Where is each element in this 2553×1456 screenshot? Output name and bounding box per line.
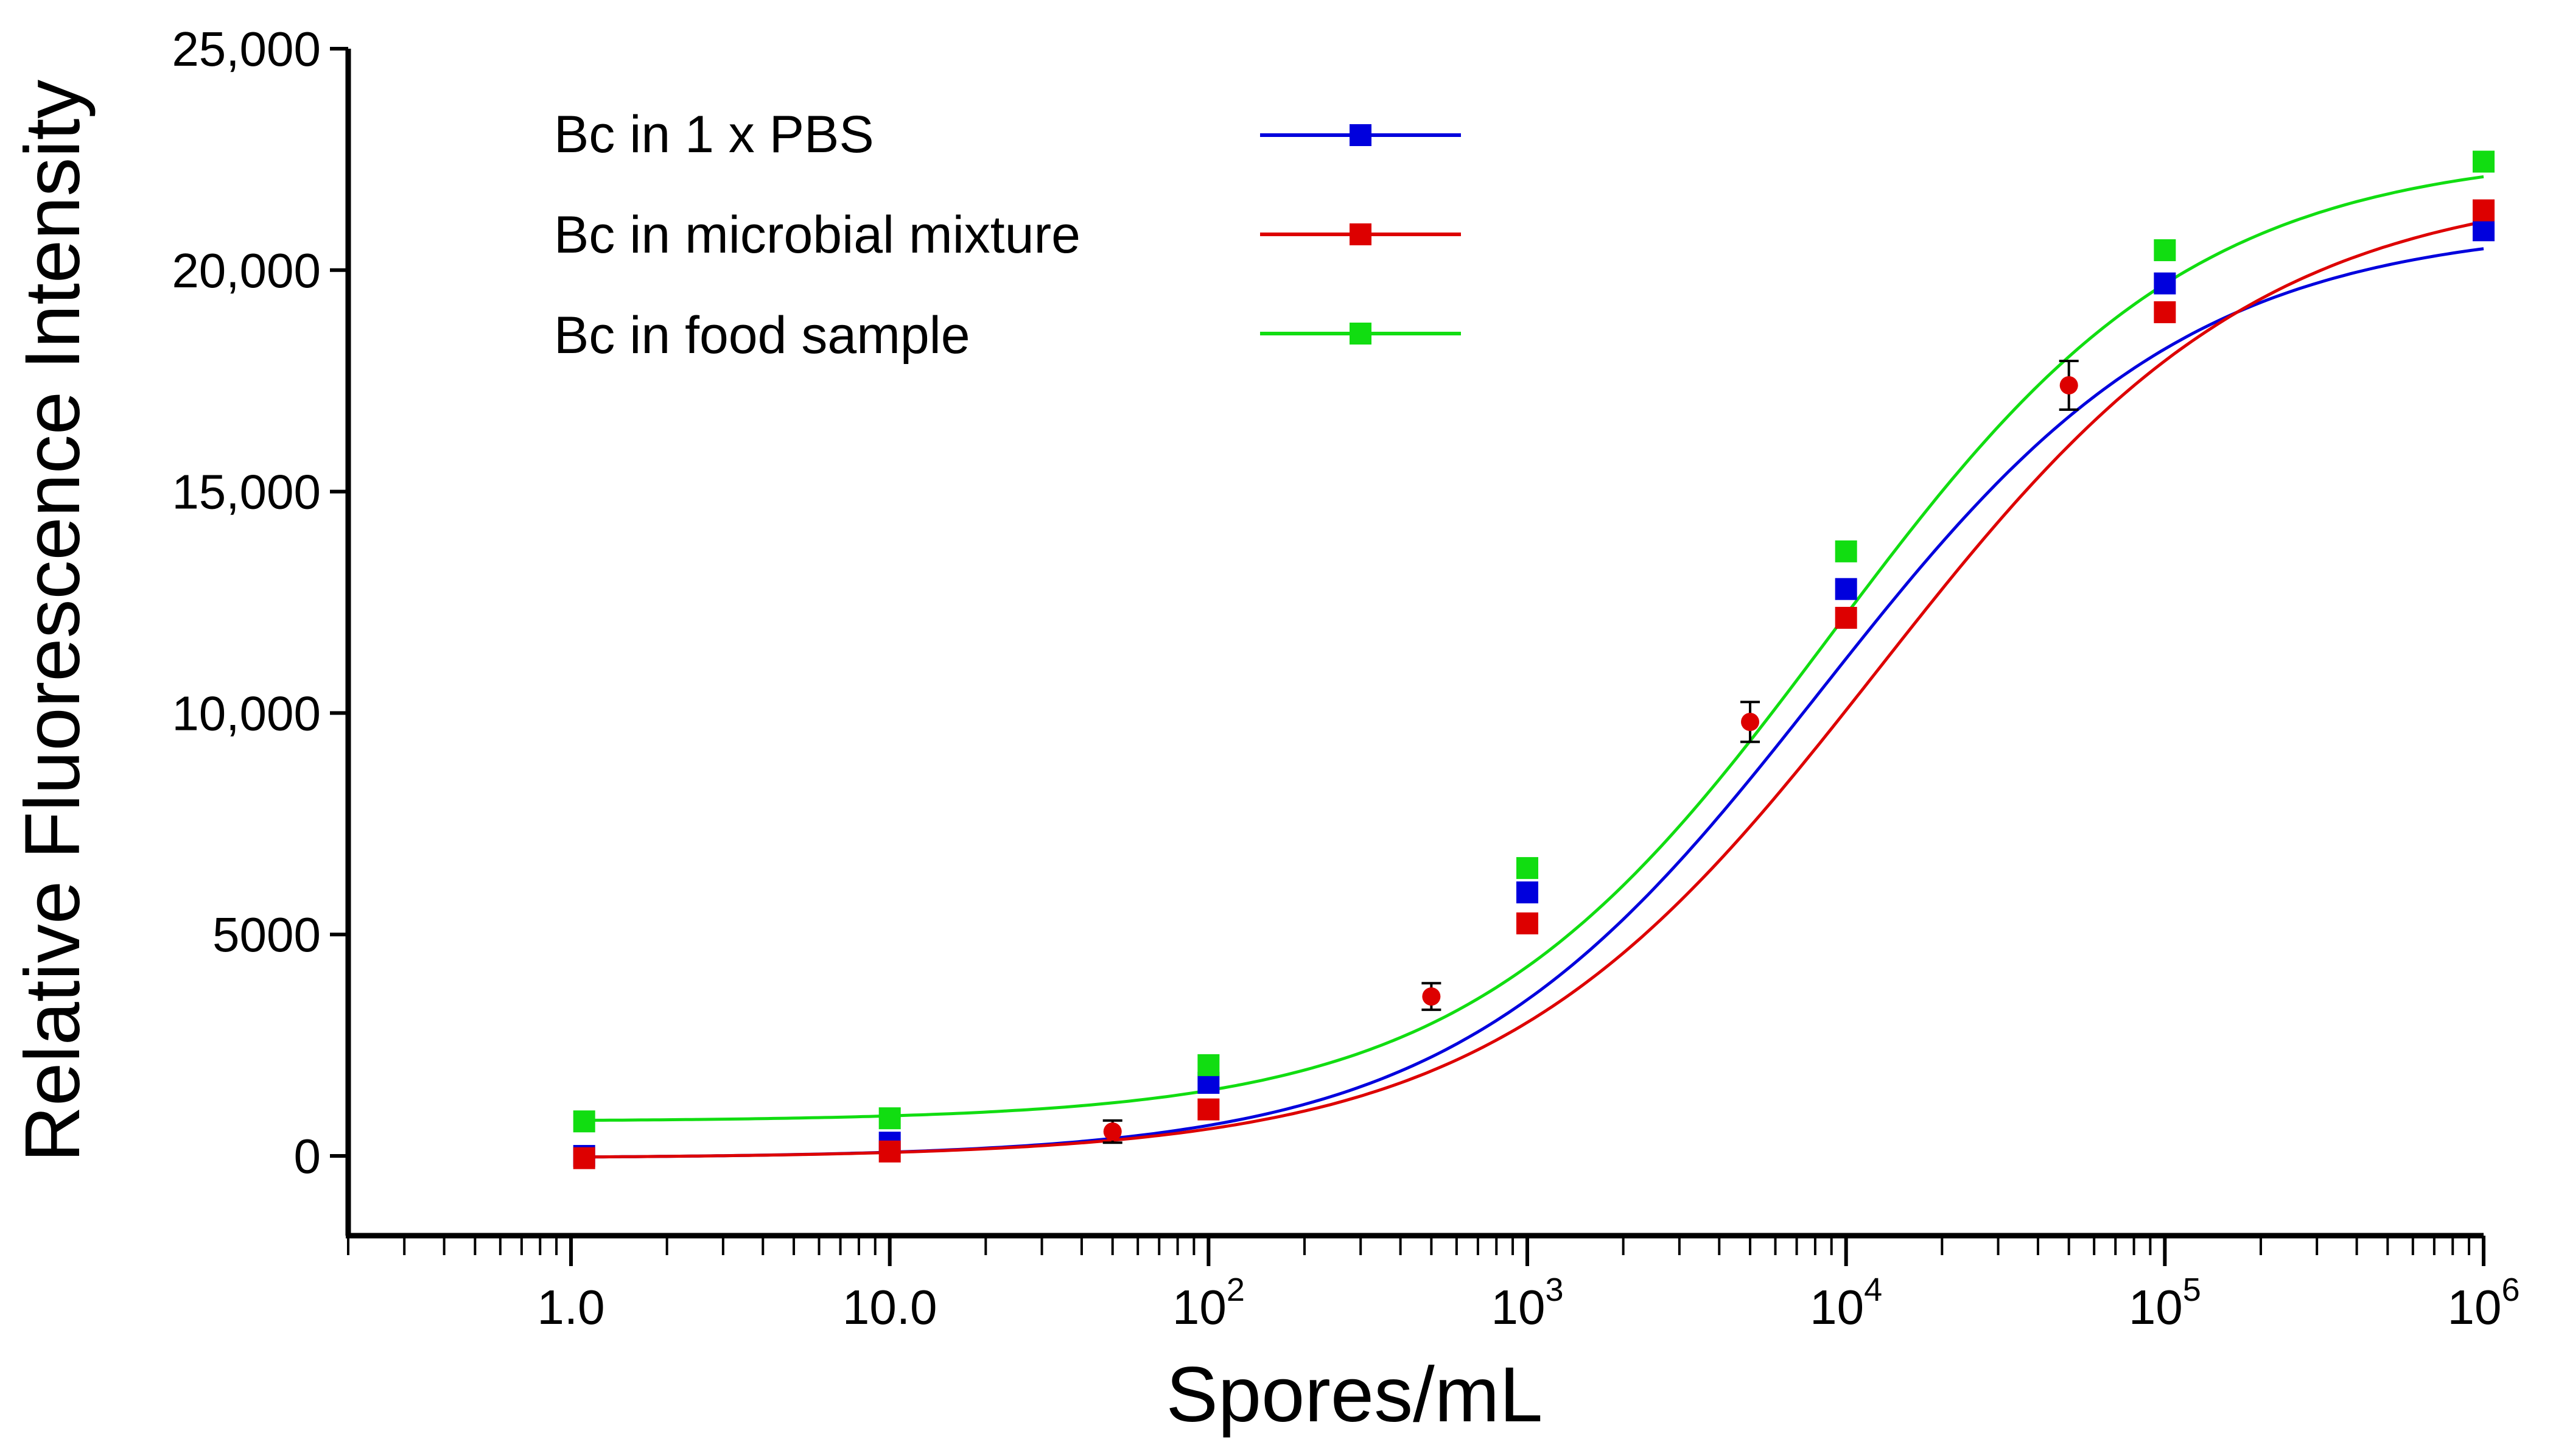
data-point	[2473, 219, 2495, 242]
data-point	[1197, 1098, 1220, 1121]
y-tick-label: 0	[294, 1129, 321, 1183]
data-point	[1835, 606, 1857, 629]
data-point	[878, 1140, 901, 1163]
data-point	[2154, 301, 2176, 323]
data-point	[573, 1147, 595, 1169]
data-point	[878, 1107, 901, 1130]
y-tick-label: 20,000	[172, 243, 321, 298]
legend-marker	[1350, 323, 1371, 345]
x-tick-exponent: 2	[1227, 1272, 1245, 1308]
x-tick-label: 106	[2447, 1272, 2520, 1334]
x-axis-ticks: 1.0 10.0 102 103 104 105 106	[347, 1236, 2520, 1334]
data-point-circle	[1741, 712, 1760, 731]
data-point	[1516, 881, 1539, 904]
x-tick-base: 10	[1172, 1280, 1227, 1334]
x-tick-label: 105	[2129, 1272, 2201, 1334]
x-tick-label: 104	[1810, 1272, 1882, 1334]
x-tick-label: 103	[1491, 1272, 1563, 1334]
data-point	[2154, 272, 2176, 295]
data-point	[2154, 239, 2176, 262]
error-bars	[1102, 359, 2079, 1144]
x-tick-base: 10	[1491, 1280, 1545, 1334]
data-markers	[573, 150, 2495, 1169]
x-tick-label: 1.0	[537, 1280, 604, 1334]
data-point	[1516, 912, 1539, 935]
x-tick-base: 10	[1810, 1280, 1864, 1334]
y-axis-label: Relative Fluorescence Intensity	[9, 80, 96, 1163]
x-tick-base: 1.0	[537, 1280, 604, 1334]
x-tick-exponent: 5	[2183, 1272, 2201, 1308]
data-point-circle	[1422, 987, 1441, 1006]
data-point	[2473, 199, 2495, 222]
legend-label: Bc in 1 x PBS	[554, 105, 874, 164]
data-point-circle	[2059, 376, 2078, 394]
y-axis-ticks: 0 5000 10,000 15,000 20,000 25,000	[172, 22, 348, 1183]
x-axis-label: Spores/mL	[1166, 1351, 1543, 1438]
data-point	[1835, 540, 1857, 562]
data-point	[1835, 578, 1857, 600]
legend-marker	[1350, 124, 1371, 146]
legend-label: Bc in food sample	[554, 306, 970, 365]
x-tick-label: 102	[1172, 1272, 1245, 1334]
axes	[345, 49, 2484, 1239]
y-tick-label: 15,000	[172, 465, 321, 519]
fit-curve	[584, 220, 2484, 1159]
data-point	[2473, 150, 2495, 173]
x-tick-label: 10.0	[842, 1280, 937, 1334]
data-point	[573, 1110, 595, 1133]
legend-marker	[1350, 223, 1371, 245]
fit-curve	[584, 247, 2484, 1159]
x-tick-exponent: 4	[1864, 1272, 1882, 1308]
legend: Bc in 1 x PBS Bc in microbial mixture Bc i…	[554, 105, 1461, 365]
x-tick-base: 10	[2129, 1280, 2183, 1334]
data-point	[1197, 1054, 1220, 1076]
y-tick-label: 10,000	[172, 686, 321, 740]
legend-label: Bc in microbial mixture	[554, 206, 1080, 264]
x-tick-base: 10	[2447, 1280, 2501, 1334]
x-tick-base: 10.0	[842, 1280, 937, 1334]
y-tick-label: 25,000	[172, 22, 321, 76]
x-tick-exponent: 6	[2501, 1272, 2520, 1308]
y-tick-label: 5000	[212, 908, 321, 962]
data-point-circle	[1103, 1122, 1122, 1141]
x-tick-exponent: 3	[1545, 1272, 1563, 1308]
data-point	[1516, 857, 1539, 880]
